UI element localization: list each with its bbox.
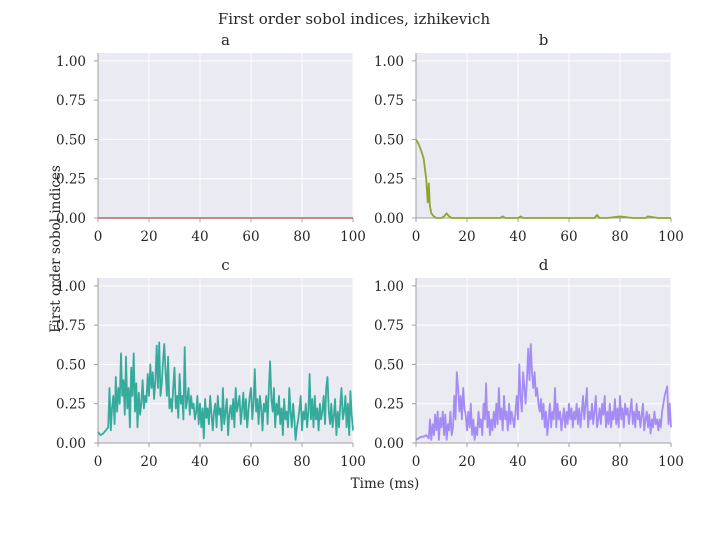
x-tick-label: 0 bbox=[412, 454, 421, 470]
y-tick-label: 0.25 bbox=[56, 172, 86, 188]
x-tick-label: 60 bbox=[560, 454, 577, 470]
figure-ylabel: First order sobol indices bbox=[48, 165, 64, 333]
panel-a: 0 20 40 60 80 100 0.00 0.25 0.50 0.75 1.00 a bbox=[56, 31, 366, 245]
panel-d: 0 20 40 60 80 100 0.00 0.25 0.50 0.75 1.00 d bbox=[374, 256, 684, 470]
y-tick-label: 1.00 bbox=[374, 54, 404, 70]
panel-c: 0 20 40 60 80 100 0.00 0.25 0.50 0.75 1.00 c bbox=[56, 256, 366, 470]
x-tick-label: 20 bbox=[140, 454, 157, 470]
plot-area bbox=[416, 53, 671, 218]
panel-title: a bbox=[221, 31, 230, 49]
x-tick-label: 60 bbox=[560, 229, 577, 245]
x-tick-label: 20 bbox=[140, 229, 157, 245]
y-tick-label: 1.00 bbox=[56, 54, 86, 70]
plot-area bbox=[98, 53, 353, 218]
y-tick-label: 0.50 bbox=[374, 357, 404, 373]
y-tick-label: 0.00 bbox=[374, 211, 404, 227]
x-tick-label: 80 bbox=[611, 229, 628, 245]
x-tick-label: 0 bbox=[94, 454, 103, 470]
y-tick-label: 1.00 bbox=[374, 279, 404, 295]
y-tick-label: 0.50 bbox=[56, 132, 86, 148]
series-line bbox=[415, 343, 672, 441]
x-tick-label: 40 bbox=[191, 454, 208, 470]
y-tick-label: 0.75 bbox=[374, 318, 404, 334]
x-tick-label: 100 bbox=[340, 229, 366, 245]
y-tick-label: 0.75 bbox=[56, 93, 86, 109]
x-tick-label: 40 bbox=[509, 454, 526, 470]
x-tick-label: 40 bbox=[509, 229, 526, 245]
x-tick-label: 80 bbox=[611, 454, 628, 470]
y-tick-label: 0.50 bbox=[56, 357, 86, 373]
y-tick-label: 0.75 bbox=[374, 93, 404, 109]
x-tick-label: 20 bbox=[458, 454, 475, 470]
panel-title: b bbox=[539, 31, 549, 49]
y-tick-label: 0.00 bbox=[374, 436, 404, 452]
y-tick-label: 0.50 bbox=[374, 132, 404, 148]
y-tick-label: 0.25 bbox=[374, 172, 404, 188]
x-tick-label: 80 bbox=[293, 229, 310, 245]
figure-title: First order sobol indices, izhikevich bbox=[218, 10, 491, 28]
y-tick-label: 0.25 bbox=[374, 397, 404, 413]
x-tick-label: 40 bbox=[191, 229, 208, 245]
panel-title: d bbox=[539, 256, 549, 274]
x-tick-label: 100 bbox=[658, 229, 684, 245]
figure-xlabel: Time (ms) bbox=[351, 476, 420, 492]
panel-b: 0 20 40 60 80 100 0.00 0.25 0.50 0.75 1.00 b bbox=[374, 31, 684, 245]
x-tick-label: 60 bbox=[242, 454, 259, 470]
y-tick-label: 0.25 bbox=[56, 397, 86, 413]
x-tick-label: 100 bbox=[340, 454, 366, 470]
series-line bbox=[97, 341, 354, 441]
x-tick-label: 0 bbox=[412, 229, 421, 245]
x-tick-label: 80 bbox=[293, 454, 310, 470]
x-tick-label: 100 bbox=[658, 454, 684, 470]
panel-title: c bbox=[221, 256, 229, 274]
x-tick-label: 20 bbox=[458, 229, 475, 245]
y-tick-label: 0.75 bbox=[56, 318, 86, 334]
y-tick-label: 1.00 bbox=[56, 279, 86, 295]
x-tick-label: 0 bbox=[94, 229, 103, 245]
series-line bbox=[415, 138, 671, 219]
x-tick-label: 60 bbox=[242, 229, 259, 245]
y-tick-label: 0.00 bbox=[56, 436, 86, 452]
y-tick-label: 0.00 bbox=[56, 211, 86, 227]
panels: 0 20 40 60 80 100 0.00 0.25 0.50 0.75 1.00 a 0 20 40 60… bbox=[56, 31, 684, 470]
